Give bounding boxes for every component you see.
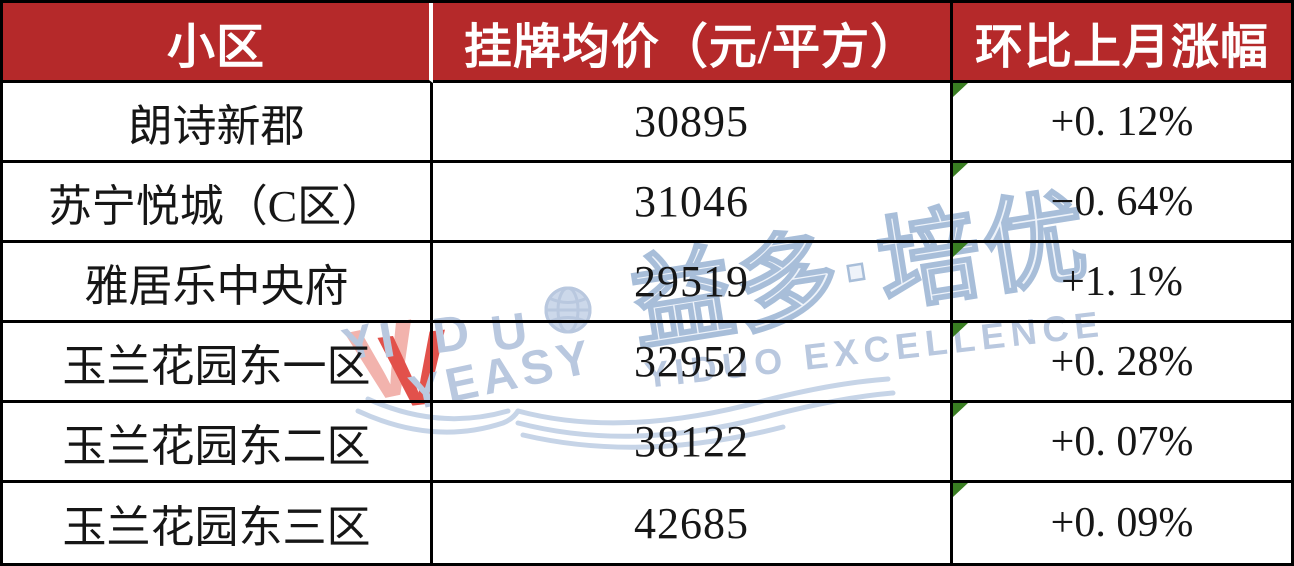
price-cell: 38122 — [433, 403, 953, 483]
price-cell: 42685 — [433, 483, 953, 563]
change-value: +0. 07% — [1050, 418, 1194, 465]
green-corner-flag — [953, 323, 968, 337]
community-cell: 雅居乐中央府 — [3, 243, 433, 323]
community-cell: 玉兰花园东二区 — [3, 403, 433, 483]
table-row: 玉兰花园东一区 32952 +0. 28% — [3, 323, 1291, 403]
community-cell: 朗诗新郡 — [3, 83, 433, 163]
green-corner-flag — [953, 403, 968, 417]
table-row: 玉兰花园东二区 38122 +0. 07% — [3, 403, 1291, 483]
table-row: 苏宁悦城（C区） 31046 −0. 64% — [3, 163, 1291, 243]
change-value: +1. 1% — [1061, 258, 1183, 305]
price-cell: 31046 — [433, 163, 953, 243]
price-cell: 29519 — [433, 243, 953, 323]
community-cell: 玉兰花园东一区 — [3, 323, 433, 403]
change-cell: +0. 28% — [953, 323, 1291, 403]
price-cell: 30895 — [433, 83, 953, 163]
community-cell: 苏宁悦城（C区） — [3, 163, 433, 243]
header-community: 小区 — [3, 3, 433, 83]
green-corner-flag — [953, 163, 968, 177]
change-cell: +0. 07% — [953, 403, 1291, 483]
change-cell: −0. 64% — [953, 163, 1291, 243]
price-table: 小区 挂牌均价（元/平方） 环比上月涨幅 朗诗新郡 30895 +0. 12% … — [3, 3, 1291, 563]
change-value: +0. 09% — [1050, 500, 1194, 546]
green-corner-flag — [953, 243, 968, 257]
change-cell: +0. 09% — [953, 483, 1291, 563]
table-row: 朗诗新郡 30895 +0. 12% — [3, 83, 1291, 163]
price-cell: 32952 — [433, 323, 953, 403]
change-value: +0. 28% — [1050, 338, 1194, 385]
table-row: 雅居乐中央府 29519 +1. 1% — [3, 243, 1291, 323]
change-cell: +1. 1% — [953, 243, 1291, 323]
change-value: −0. 64% — [1050, 178, 1194, 225]
green-corner-flag — [953, 83, 968, 97]
change-cell: +0. 12% — [953, 83, 1291, 163]
green-corner-flag — [953, 483, 968, 497]
header-price: 挂牌均价（元/平方） — [433, 3, 953, 83]
table-row: 玉兰花园东三区 42685 +0. 09% — [3, 483, 1291, 563]
header-row: 小区 挂牌均价（元/平方） 环比上月涨幅 — [3, 3, 1291, 83]
change-value: +0. 12% — [1050, 98, 1194, 145]
header-change: 环比上月涨幅 — [953, 3, 1291, 83]
community-cell: 玉兰花园东三区 — [3, 483, 433, 563]
